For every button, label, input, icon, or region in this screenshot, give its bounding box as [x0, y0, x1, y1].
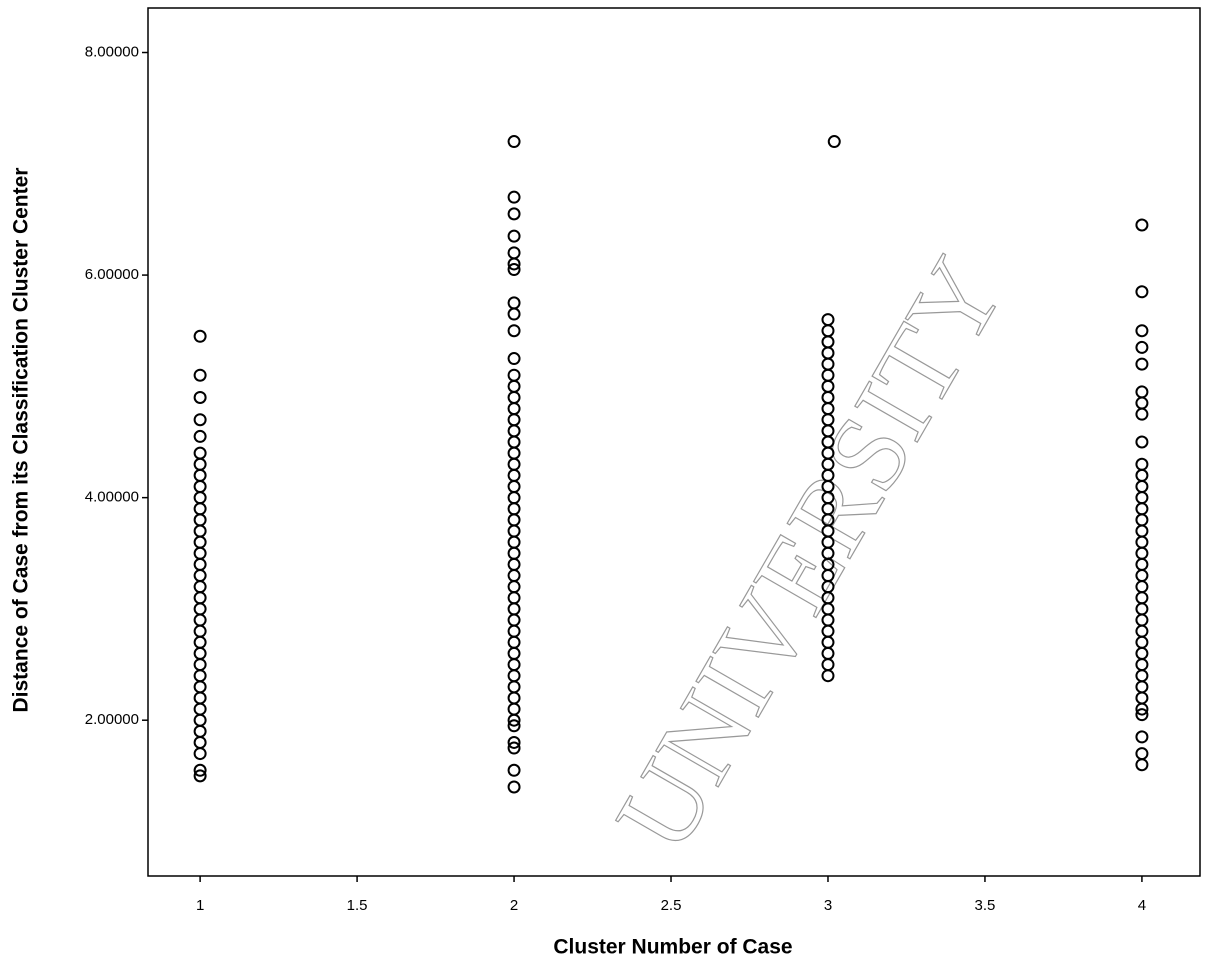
- point: [507, 135, 521, 149]
- point: [193, 390, 207, 404]
- x-axis-title: Cluster Number of Case: [553, 936, 792, 959]
- point: [1135, 357, 1149, 371]
- point: [193, 368, 207, 382]
- x-tick-label: 3.5: [975, 897, 996, 914]
- y-axis-title: Distance of Case from its Classification…: [10, 168, 33, 713]
- point: [821, 313, 835, 327]
- point: [1135, 435, 1149, 449]
- point: [507, 229, 521, 243]
- x-tick-label: 2: [510, 897, 518, 914]
- point: [507, 780, 521, 794]
- point: [827, 135, 841, 149]
- y-tick-label: 6.00000: [85, 266, 139, 283]
- y-tick-label: 2.00000: [85, 711, 139, 728]
- point: [507, 741, 521, 755]
- x-tick-label: 1.5: [347, 897, 368, 914]
- point: [1135, 730, 1149, 744]
- point: [507, 763, 521, 777]
- point: [1135, 324, 1149, 338]
- point: [193, 763, 207, 777]
- point: [193, 329, 207, 343]
- point: [507, 735, 521, 749]
- point: [507, 207, 521, 221]
- point: [1135, 340, 1149, 354]
- point: [507, 324, 521, 338]
- y-tick-label: 4.00000: [85, 489, 139, 506]
- point: [193, 429, 207, 443]
- x-tick-label: 1: [196, 897, 204, 914]
- point: [507, 719, 521, 733]
- point: [1135, 218, 1149, 232]
- point: [507, 296, 521, 310]
- x-tick-label: 2.5: [661, 897, 682, 914]
- point: [1135, 747, 1149, 761]
- point: [507, 352, 521, 366]
- point: [507, 190, 521, 204]
- point: [507, 263, 521, 277]
- point: [1135, 285, 1149, 299]
- point: [193, 413, 207, 427]
- point: [193, 446, 207, 460]
- point: [1135, 385, 1149, 399]
- point: [507, 246, 521, 260]
- point: [1135, 457, 1149, 471]
- plot-frame: [147, 7, 1201, 877]
- point: [507, 368, 521, 382]
- point: [1135, 708, 1149, 722]
- x-tick-label: 4: [1138, 897, 1146, 914]
- point: [193, 769, 207, 783]
- x-tick-label: 3: [824, 897, 832, 914]
- y-tick-label: 8.00000: [85, 43, 139, 60]
